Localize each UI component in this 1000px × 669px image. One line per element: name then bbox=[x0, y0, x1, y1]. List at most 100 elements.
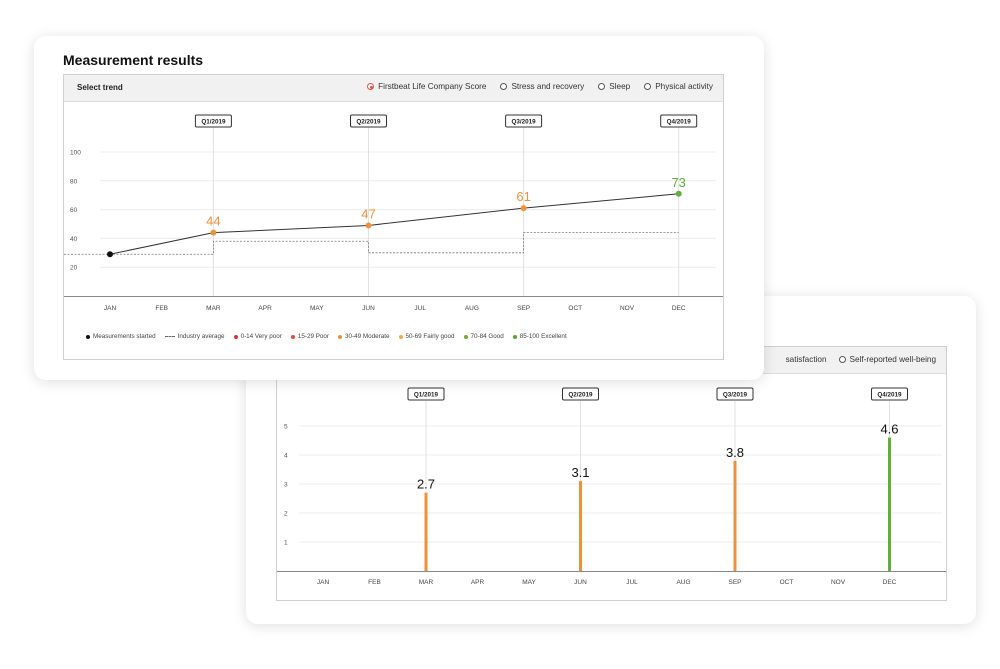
option-satisfaction[interactable]: satisfaction bbox=[786, 355, 827, 364]
legend-label: 30-49 Moderate bbox=[345, 333, 390, 340]
y-tick-label: 5 bbox=[284, 424, 288, 431]
x-tick-label: OCT bbox=[780, 579, 794, 586]
quarter-label-box bbox=[350, 114, 387, 128]
data-point bbox=[520, 205, 527, 212]
data-label: 47 bbox=[361, 206, 375, 221]
legend-label: 15-29 Poor bbox=[297, 333, 330, 340]
option-company-score[interactable]: Firstbeat Life Company Score bbox=[367, 82, 486, 91]
bar-chart: 1 2 3 4 5 JAN FEB MAR APR MAY JUN JUL AUG SEP OCT NOV DE… bbox=[277, 387, 946, 586]
legend-label: 70-84 Good bbox=[470, 333, 504, 340]
option-stress-recovery[interactable]: Stress and recovery bbox=[500, 82, 584, 91]
chart-legend: Measurements started Industry average 0-14… bbox=[86, 333, 567, 340]
trend-panel: Select trend Firstbeat Life Company Scor… bbox=[63, 74, 724, 360]
option-label: Self-reported well-being bbox=[849, 355, 936, 364]
x-tick-label: JUL bbox=[626, 579, 638, 586]
x-tick-label: APR bbox=[471, 579, 485, 586]
x-tick-label: FEB bbox=[368, 579, 381, 586]
data-point bbox=[365, 222, 372, 229]
x-tick-label: JAN bbox=[317, 579, 330, 586]
legend-dot-icon bbox=[338, 334, 343, 339]
quarter-label-box bbox=[660, 114, 698, 128]
data-label: 61 bbox=[516, 189, 530, 204]
wellbeing-panel: satisfaction Self-reported well-being 1 2… bbox=[276, 346, 947, 601]
line-chart: 20 40 60 80 100 JAN FEB MAR APR MAY JUN JUL AUG SEP OC… bbox=[64, 114, 723, 312]
radio-icon bbox=[644, 83, 652, 90]
radio-icon bbox=[598, 83, 606, 90]
y-tick-label: 20 bbox=[70, 265, 78, 272]
legend-item: 50-69 Fairly good bbox=[398, 333, 455, 340]
bar-value-label: 3.1 bbox=[571, 465, 589, 480]
x-tick-label: AUG bbox=[465, 305, 479, 312]
radio-icon bbox=[500, 83, 508, 90]
legend-dash-icon bbox=[164, 336, 175, 337]
legend-item: 15-29 Poor bbox=[290, 333, 330, 340]
radio-icon bbox=[838, 356, 846, 363]
quarter-label-box bbox=[194, 114, 232, 128]
data-point bbox=[107, 251, 113, 258]
legend-item: Industry average bbox=[164, 333, 225, 340]
option-label: Stress and recovery bbox=[511, 82, 585, 91]
data-point bbox=[675, 190, 682, 197]
quarter-label: Q1/2019 bbox=[201, 119, 226, 126]
legend-item: 70-84 Good bbox=[463, 333, 504, 340]
select-trend-label: Select trend bbox=[77, 83, 123, 92]
legend-label: Industry average bbox=[177, 333, 225, 340]
industry-average-line bbox=[64, 232, 679, 255]
quarter-label: Q3/2019 bbox=[512, 119, 537, 126]
x-tick-label: DEC bbox=[672, 305, 686, 312]
option-self-reported-well-being[interactable]: Self-reported well-being bbox=[838, 355, 936, 364]
x-tick-label: JUN bbox=[362, 305, 375, 312]
x-tick-label: SEP bbox=[517, 305, 530, 312]
option-physical-activity[interactable]: Physical activity bbox=[644, 82, 713, 91]
legend-dot-icon bbox=[233, 334, 238, 339]
option-label: Sleep bbox=[609, 82, 631, 91]
bar bbox=[733, 460, 737, 571]
y-tick-label: 1 bbox=[284, 540, 288, 547]
radio-selected-icon bbox=[367, 83, 375, 90]
legend-dot-icon bbox=[86, 334, 90, 339]
y-tick-label: 40 bbox=[70, 236, 78, 243]
y-tick-label: 100 bbox=[70, 150, 81, 157]
x-tick-label: MAR bbox=[206, 305, 221, 312]
bar-value-label: 3.8 bbox=[726, 445, 744, 460]
y-tick-label: 3 bbox=[284, 482, 288, 489]
legend-item: 0-14 Very poor bbox=[233, 333, 282, 340]
legend-dot-icon bbox=[290, 334, 295, 339]
data-point bbox=[210, 229, 217, 236]
quarter-label: Q4/2019 bbox=[877, 392, 902, 399]
wellbeing-trend-options: satisfaction Self-reported well-being bbox=[786, 355, 936, 364]
legend-label: Measurements started bbox=[93, 333, 156, 340]
x-tick-label: MAR bbox=[419, 579, 434, 586]
legend-label: 0-14 Very poor bbox=[240, 333, 282, 340]
trend-panel-header: Select trend Firstbeat Life Company Scor… bbox=[64, 75, 723, 102]
x-tick-label: JAN bbox=[104, 305, 117, 312]
x-tick-label: APR bbox=[258, 305, 272, 312]
x-tick-label: SEP bbox=[728, 579, 741, 586]
bar-value-label: 4.6 bbox=[880, 422, 898, 437]
quarter-label: Q3/2019 bbox=[723, 392, 748, 399]
score-line bbox=[109, 193, 679, 255]
legend-dot-icon bbox=[398, 334, 403, 339]
x-tick-label: JUL bbox=[414, 305, 426, 312]
y-tick-label: 60 bbox=[70, 207, 78, 214]
bar bbox=[579, 481, 582, 571]
legend-item: Measurements started bbox=[86, 333, 156, 340]
x-tick-label: AUG bbox=[676, 579, 690, 586]
legend-dot-icon bbox=[512, 334, 517, 339]
trend-options: Firstbeat Life Company Score Stress and … bbox=[367, 82, 713, 91]
quarter-label-box bbox=[505, 114, 543, 128]
x-tick-label: MAY bbox=[522, 579, 536, 586]
data-label: 44 bbox=[206, 214, 220, 229]
quarter-label-box bbox=[871, 387, 908, 401]
legend-item: 30-49 Moderate bbox=[338, 333, 390, 340]
x-tick-label: OCT bbox=[568, 305, 582, 312]
quarter-label: Q2/2019 bbox=[568, 392, 593, 399]
measurement-results-card: Measurement results Select trend Firstbe… bbox=[34, 36, 764, 380]
option-sleep[interactable]: Sleep bbox=[598, 82, 630, 91]
x-tick-label: NOV bbox=[831, 579, 846, 586]
quarter-label-box bbox=[716, 387, 754, 401]
x-tick-label: NOV bbox=[620, 305, 635, 312]
x-tick-label: DEC bbox=[883, 579, 897, 586]
option-label: satisfaction bbox=[785, 355, 827, 364]
data-label: 73 bbox=[671, 175, 685, 190]
